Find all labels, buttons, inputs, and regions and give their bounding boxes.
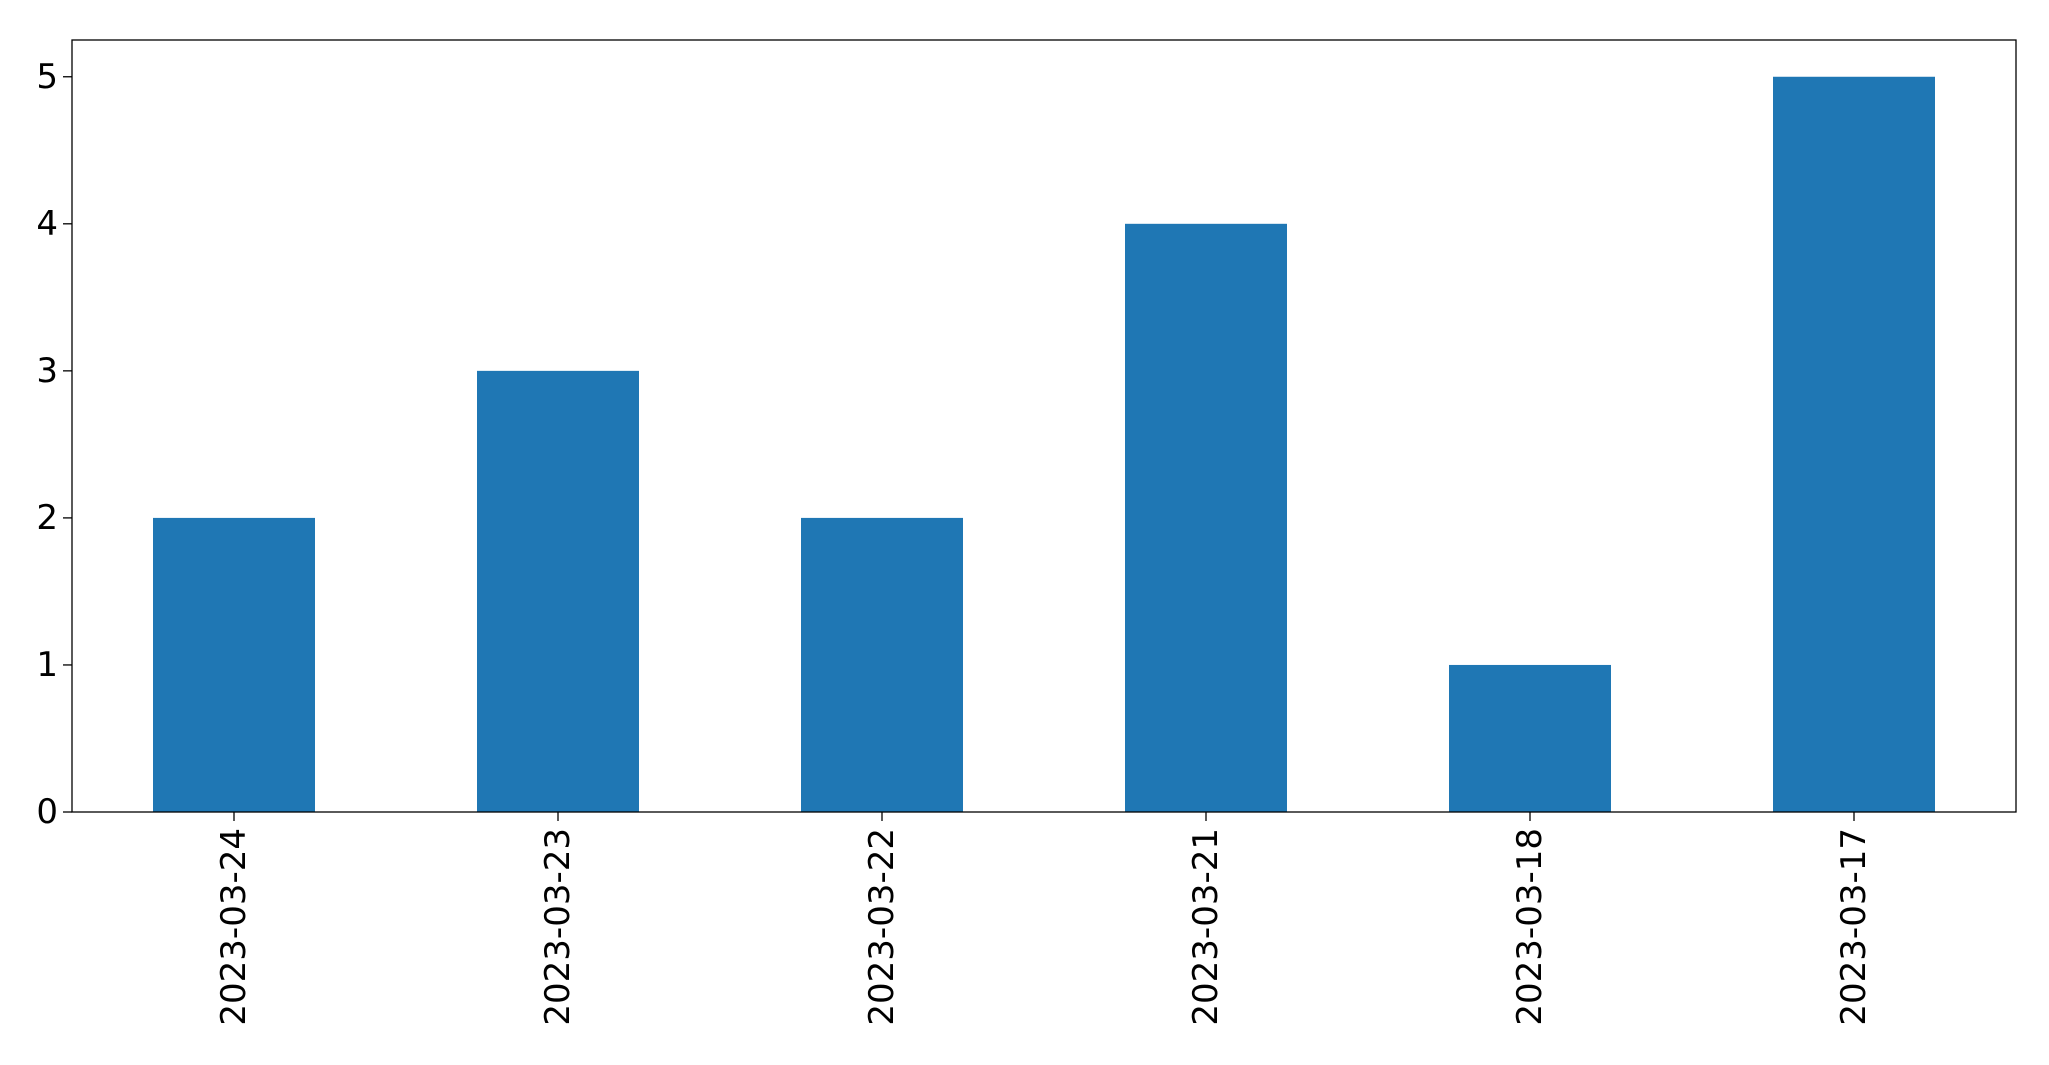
bar-2023-03-21 [1125,223,1287,813]
y-axis: 0 1 2 3 4 5 [36,57,72,832]
y-tick-label: 1 [36,645,58,685]
y-tick-label: 3 [36,351,58,391]
x-tick-label: 2023-03-24 [214,828,254,1026]
bar-2023-03-22 [801,517,963,812]
bars-group [153,76,1935,813]
x-tick-label: 2023-03-18 [1510,828,1550,1026]
y-tick-label: 5 [36,57,58,97]
bar-2023-03-17 [1773,76,1935,812]
x-tick-label: 2023-03-17 [1834,828,1874,1026]
y-tick-label: 4 [36,204,58,244]
y-tick-label: 0 [36,792,58,832]
x-tick-label: 2023-03-22 [862,828,902,1026]
y-tick-label: 2 [36,498,58,538]
x-tick-label: 2023-03-21 [1186,828,1226,1026]
x-axis: 2023-03-24 2023-03-23 2023-03-22 2023-03-21… [214,812,1874,1026]
bar-2023-03-24 [153,517,315,812]
bar-2023-03-23 [477,370,639,812]
bar-2023-03-18 [1449,664,1611,812]
x-tick-label: 2023-03-23 [538,828,578,1026]
plot-frame [71,39,2017,813]
